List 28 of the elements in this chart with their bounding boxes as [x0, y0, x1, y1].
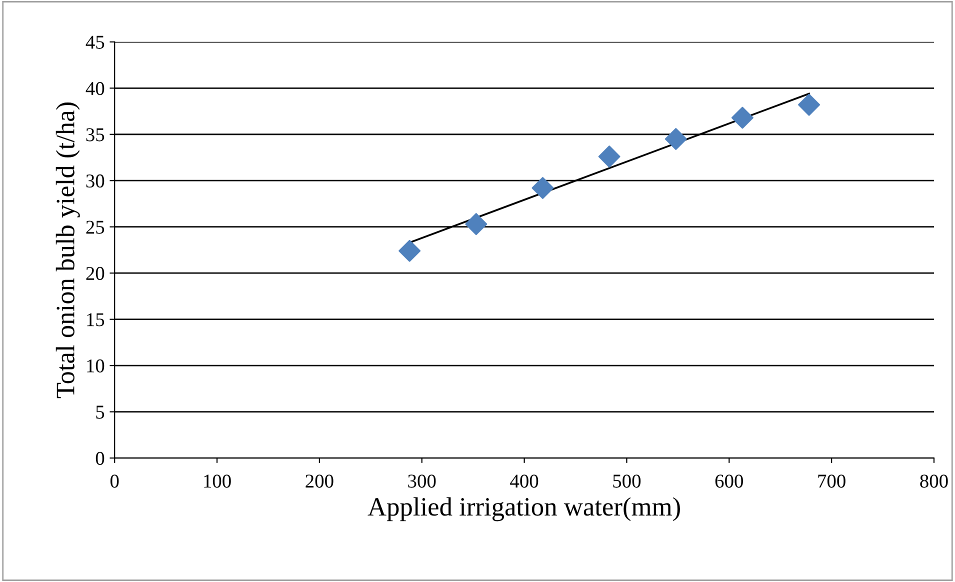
x-tick-label: 0: [110, 474, 119, 488]
y-tick-label: 30: [86, 174, 104, 188]
x-tick-label: 100: [204, 474, 231, 488]
point: [664, 128, 687, 150]
y-axis-title: Total onion bulb yield (t/ha): [56, 102, 80, 398]
x-tick-label: 500: [613, 474, 641, 488]
x-axis-title: Applied irrigation water(mm): [368, 497, 680, 522]
y-tick-label: 35: [86, 128, 104, 142]
point: [398, 240, 421, 262]
y-tick-label: 25: [86, 220, 104, 234]
y-tick-label: 20: [86, 266, 104, 280]
x-tick-label: 400: [510, 474, 538, 488]
y-tick-label: 10: [87, 359, 104, 372]
x-tick-label: 300: [408, 474, 436, 488]
x-tick-label: 200: [306, 474, 334, 488]
y-tick-label: 15: [87, 313, 104, 326]
y-tick-label: 0: [96, 452, 104, 465]
y-tick-label: 45: [86, 36, 104, 49]
point: [731, 106, 754, 129]
x-tick-label: 700: [818, 474, 846, 488]
point: [798, 94, 820, 116]
point: [532, 177, 554, 200]
x-tick-label: 600: [715, 474, 743, 488]
x-tick-label: 800: [920, 474, 948, 488]
y-tick-label: 5: [96, 406, 104, 419]
y-tick-label: 40: [86, 82, 104, 96]
point: [598, 146, 620, 168]
point: [465, 213, 488, 236]
